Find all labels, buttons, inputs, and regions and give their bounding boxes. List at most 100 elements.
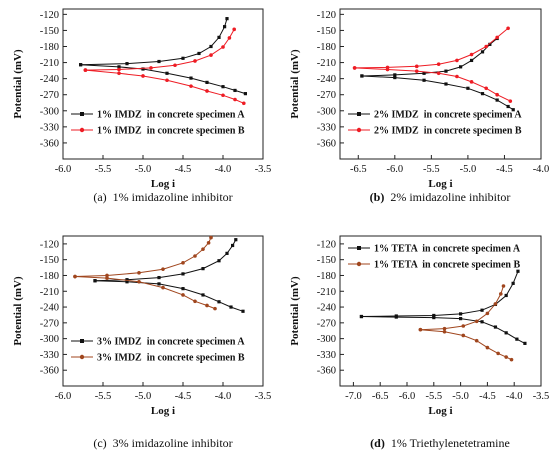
series-a-cathodic-line	[361, 75, 514, 111]
y-axis-label: Potential (mV)	[289, 49, 301, 119]
data-point	[137, 279, 141, 284]
data-point	[225, 251, 229, 255]
data-point	[493, 325, 498, 329]
y-tick-label: -240	[317, 74, 336, 85]
data-point	[474, 338, 479, 343]
data-point	[221, 93, 225, 98]
data-point	[157, 282, 161, 286]
y-tick-label: -270	[40, 318, 59, 329]
y-tick-label: -150	[317, 255, 336, 266]
legend-swatch-marker	[357, 112, 361, 116]
y-tick-label: -270	[317, 90, 336, 101]
data-point	[442, 326, 447, 331]
x-tick-label: -6.5	[372, 391, 389, 402]
x-tick-label: -6.5	[350, 164, 367, 175]
legend-swatch-marker	[80, 112, 84, 116]
data-point	[444, 69, 448, 73]
x-axis-label: Log i	[151, 178, 175, 190]
y-tick-label: -330	[40, 122, 59, 133]
x-tick-label: -4.0	[215, 164, 232, 175]
legend-entry-label: 1% IMDZ in concrete specimen A	[97, 110, 245, 121]
data-point	[393, 75, 397, 80]
legend-entry-label: 1% IMDZ in concrete specimen B	[97, 126, 245, 137]
y-tick-label: -120	[317, 10, 336, 21]
data-point	[157, 59, 161, 64]
data-point	[209, 44, 213, 49]
x-tick-label: -6.0	[55, 391, 72, 402]
x-tick-label: -5.0	[135, 164, 152, 175]
y-tick-label: -210	[40, 58, 59, 69]
chart-panel-c: -6.0 -5.5 -5.0 -4.5 -4.0 -3.5 -120 -150 -180 -210…	[12, 235, 271, 450]
panel-caption: (d) 1% Triethylenetetramine	[370, 436, 510, 450]
data-point	[436, 62, 441, 66]
data-point	[496, 351, 500, 356]
data-point	[493, 302, 498, 306]
data-point	[232, 27, 236, 32]
x-tick-label: -5.5	[95, 391, 112, 402]
legend-entry-label: 2% IMDZ in concrete specimen B	[374, 126, 522, 137]
data-point	[79, 63, 83, 67]
y-axis-label: Potential (mV)	[12, 276, 24, 346]
y-tick-label: -150	[317, 26, 336, 37]
data-point	[201, 267, 205, 271]
caption-label: (a)	[93, 190, 106, 204]
data-point	[436, 71, 441, 76]
data-point	[480, 308, 484, 312]
data-point	[157, 275, 161, 280]
data-point	[213, 306, 217, 311]
x-axis-label: Log i	[151, 405, 175, 417]
data-point	[484, 86, 488, 91]
data-point	[422, 71, 426, 75]
data-point	[93, 279, 97, 283]
data-point	[442, 329, 447, 334]
data-point	[165, 78, 169, 83]
data-point	[418, 327, 423, 332]
plot-frame	[62, 8, 264, 160]
data-point	[189, 76, 193, 80]
data-point	[181, 261, 185, 265]
data-point	[495, 92, 499, 97]
legend-entry-label: 3% IMDZ in concrete specimen B	[97, 353, 245, 364]
data-point	[181, 56, 185, 60]
data-point	[506, 26, 510, 31]
y-tick-label: -120	[40, 10, 59, 21]
data-point	[223, 25, 227, 29]
data-point	[509, 357, 514, 362]
data-point	[225, 17, 229, 21]
series-b-cathodic-line	[85, 69, 244, 104]
x-tick-label: -5.5	[425, 391, 442, 402]
x-tick-label: -4.5	[479, 391, 496, 402]
caption-label: (c)	[93, 436, 106, 450]
x-axis-label: Log i	[428, 405, 452, 417]
y-tick-label: -360	[40, 138, 59, 149]
x-tick-label: -4.0	[215, 391, 232, 402]
caption-text: 3% imidazoline inhibitor	[113, 436, 233, 450]
data-point	[117, 71, 121, 76]
y-tick-label: -150	[40, 26, 59, 37]
data-point	[217, 259, 221, 263]
x-tick-label: -5.5	[95, 164, 112, 175]
y-tick-label: -330	[40, 350, 59, 361]
legend-swatch-marker	[80, 339, 84, 343]
data-point	[474, 319, 479, 324]
data-point	[221, 45, 225, 49]
caption-label: (b)	[370, 190, 385, 204]
series-b-anodic-line	[74, 237, 212, 277]
chart-panel-d: -7.0 -6.5 -6.0 -5.5 -5.0 -4.5 -4.0 -3.5 -120 -150…	[289, 235, 549, 450]
legend-swatch-marker	[79, 127, 85, 133]
data-point	[221, 85, 225, 89]
legend-entry-label: 3% IMDZ in concrete specimen A	[97, 337, 245, 348]
data-point	[197, 51, 201, 56]
y-tick-label: -180	[317, 42, 336, 53]
y-tick-label: -300	[40, 334, 59, 345]
x-tick-label: -5.0	[460, 164, 477, 175]
data-point	[515, 337, 519, 341]
legend-swatch-marker	[356, 261, 362, 267]
chart-panel-a: -6.0 -5.5 -5.0 -4.5 -4.0 -3.5 -120 -150 -180 -210…	[12, 8, 271, 204]
data-point	[181, 293, 185, 297]
series-a-cathodic-line	[94, 280, 244, 312]
data-point	[469, 58, 474, 63]
data-point	[504, 355, 508, 359]
legend-entry-label: 2% IMDZ in concrete specimen A	[374, 110, 522, 121]
data-point	[469, 52, 474, 57]
